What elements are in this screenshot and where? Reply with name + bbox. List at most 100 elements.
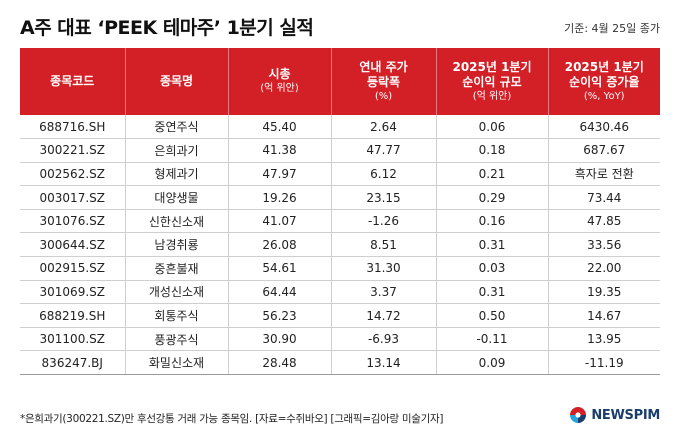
table-cell: 13.14 bbox=[330, 350, 436, 376]
table-cell: 301100.SZ bbox=[20, 327, 125, 352]
table-cell: 14.72 bbox=[330, 303, 436, 328]
table-cell: 47.77 bbox=[330, 138, 436, 163]
table-cell: 0.16 bbox=[435, 209, 548, 234]
table-cell: 대양생물 bbox=[124, 185, 228, 210]
table-cell: 은희과기 bbox=[124, 138, 228, 163]
table-cell: 0.21 bbox=[435, 162, 548, 187]
table-cell: 14.67 bbox=[547, 303, 660, 328]
table-cell: 002562.SZ bbox=[20, 162, 125, 187]
table-cell: 0.06 bbox=[435, 115, 548, 140]
table-cell: 0.03 bbox=[435, 256, 548, 281]
table-cell: 13.95 bbox=[547, 327, 660, 352]
table-cell: 신한신소재 bbox=[124, 209, 228, 234]
column-header-label: 종목명 bbox=[159, 74, 194, 88]
newspim-logo: NEWSPIM bbox=[569, 406, 660, 424]
column-header-label: 2025년 1분기 순이익 증가율 bbox=[564, 59, 644, 89]
table-cell: 30.90 bbox=[227, 327, 331, 352]
table-cell: 중흔불재 bbox=[124, 256, 228, 281]
table-row: 301069.SZ 개성신소재 64.44 3.37 0.31 19.35 bbox=[20, 280, 660, 305]
table-cell: 2.64 bbox=[330, 115, 436, 140]
page-title: A주 대표 ‘PEEK 테마주’ 1분기 실적 bbox=[20, 17, 314, 39]
column-header: 시총 (억 위안) bbox=[227, 48, 331, 115]
table-cell: 풍광주식 bbox=[124, 327, 228, 352]
table-cell: 6.12 bbox=[330, 162, 436, 187]
table-cell: 22.00 bbox=[547, 256, 660, 281]
table-row: 301076.SZ 신한신소재 41.07 -1.26 0.16 47.85 bbox=[20, 209, 660, 234]
table-row: 688219.SH 회통주식 56.23 14.72 0.50 14.67 bbox=[20, 303, 660, 328]
column-header: 2025년 1분기 순이익 증가율 (%, YoY) bbox=[547, 48, 660, 115]
table-row: 301100.SZ 풍광주식 30.90 -6.93 -0.11 13.95 bbox=[20, 327, 660, 352]
table-row: 836247.BJ 화밀신소재 28.48 13.14 0.09 -11.19 bbox=[20, 350, 660, 376]
table-cell: 688219.SH bbox=[20, 303, 125, 328]
table-cell: 003017.SZ bbox=[20, 185, 125, 210]
table-cell: 47.97 bbox=[227, 162, 331, 187]
table-header-row: 종목코드 종목명 시총 (억 위안) 연내 주가 등락폭 (%) 2025년 1분기 순이익… bbox=[20, 48, 660, 115]
footnote: *은희과기(300221.SZ)만 후선강통 거래 가능 종목임. [자료=수쥐… bbox=[20, 413, 444, 425]
earnings-table: 종목코드 종목명 시총 (억 위안) 연내 주가 등락폭 (%) 2025년 1분기 순이익… bbox=[20, 48, 660, 376]
table-cell: 687.67 bbox=[547, 138, 660, 163]
column-header-unit: (억 위안) bbox=[260, 83, 299, 95]
table-cell: 0.18 bbox=[435, 138, 548, 163]
table-cell: 개성신소재 bbox=[124, 280, 228, 305]
table-cell: 8.51 bbox=[330, 232, 436, 258]
table-cell: 41.07 bbox=[227, 209, 331, 234]
table-cell: 54.61 bbox=[227, 256, 331, 281]
table-row: 300644.SZ 남경취룡 26.08 8.51 0.31 33.56 bbox=[20, 232, 660, 258]
table-cell: 0.31 bbox=[435, 232, 548, 258]
table-cell: -1.26 bbox=[330, 209, 436, 234]
table-cell: 3.37 bbox=[330, 280, 436, 305]
table-cell: 화밀신소재 bbox=[124, 350, 228, 376]
table-cell: 형제과기 bbox=[124, 162, 228, 187]
table-cell: 26.08 bbox=[227, 232, 331, 258]
table-cell: 0.31 bbox=[435, 280, 548, 305]
column-header: 종목명 bbox=[124, 48, 228, 115]
table-row: 002915.SZ 중흔불재 54.61 31.30 0.03 22.00 bbox=[20, 256, 660, 281]
table-cell: 31.30 bbox=[330, 256, 436, 281]
table-cell: 23.15 bbox=[330, 185, 436, 210]
column-header-label: 연내 주가 등락폭 bbox=[359, 59, 408, 89]
table-cell: 흑자로 전환 bbox=[547, 162, 660, 187]
table-cell: 688716.SH bbox=[20, 115, 125, 140]
table-cell: 남경취룡 bbox=[124, 232, 228, 258]
column-header-unit: (억 위안) bbox=[472, 90, 512, 102]
table-cell: 002915.SZ bbox=[20, 256, 125, 281]
table-cell: 0.09 bbox=[435, 350, 548, 376]
logo-text: NEWSPIM bbox=[591, 407, 660, 423]
table-body: 688716.SH 중연주식 45.40 2.64 0.06 6430.46 300221.… bbox=[20, 115, 660, 376]
table-cell: 0.50 bbox=[435, 303, 548, 328]
table-cell: 73.44 bbox=[547, 185, 660, 210]
table-cell: 64.44 bbox=[227, 280, 331, 305]
table-cell: 중연주식 bbox=[124, 115, 228, 140]
column-header-unit: (%, YoY) bbox=[583, 90, 625, 102]
column-header-label: 2025년 1분기 순이익 규모 bbox=[452, 59, 532, 89]
table-cell: -6.93 bbox=[330, 327, 436, 352]
table-row: 002562.SZ 형제과기 47.97 6.12 0.21 흑자로 전환 bbox=[20, 162, 660, 187]
column-header: 연내 주가 등락폭 (%) bbox=[330, 48, 436, 115]
date-note: 기준: 4월 25일 종가 bbox=[564, 22, 660, 35]
table-cell: 300221.SZ bbox=[20, 138, 125, 163]
column-header-label: 종목코드 bbox=[50, 74, 95, 88]
table-cell: 301069.SZ bbox=[20, 280, 125, 305]
column-header: 종목코드 bbox=[20, 48, 125, 115]
table-cell: 33.56 bbox=[547, 232, 660, 258]
column-header-unit: (%) bbox=[374, 90, 393, 102]
column-header: 2025년 1분기 순이익 규모 (억 위안) bbox=[435, 48, 548, 115]
table-cell: 6430.46 bbox=[547, 115, 660, 140]
newspim-logo-icon bbox=[570, 407, 587, 423]
table-cell: -0.11 bbox=[435, 327, 548, 352]
table-cell: 47.85 bbox=[547, 209, 660, 234]
column-header-label: 시총 bbox=[268, 67, 291, 82]
table-row: 688716.SH 중연주식 45.40 2.64 0.06 6430.46 bbox=[20, 115, 660, 140]
table-cell: 28.48 bbox=[227, 350, 331, 376]
table-cell: 19.35 bbox=[547, 280, 660, 305]
table-cell: 56.23 bbox=[227, 303, 331, 328]
table-row: 300221.SZ 은희과기 41.38 47.77 0.18 687.67 bbox=[20, 138, 660, 163]
table-cell: 41.38 bbox=[227, 138, 331, 163]
table-cell: 0.29 bbox=[435, 185, 548, 210]
table-cell: 19.26 bbox=[227, 185, 331, 210]
table-cell: 회통주식 bbox=[124, 303, 228, 328]
table-row: 003017.SZ 대양생물 19.26 23.15 0.29 73.44 bbox=[20, 185, 660, 210]
table-cell: 836247.BJ bbox=[20, 350, 125, 376]
table-cell: 300644.SZ bbox=[20, 232, 125, 258]
table-cell: -11.19 bbox=[547, 350, 660, 376]
